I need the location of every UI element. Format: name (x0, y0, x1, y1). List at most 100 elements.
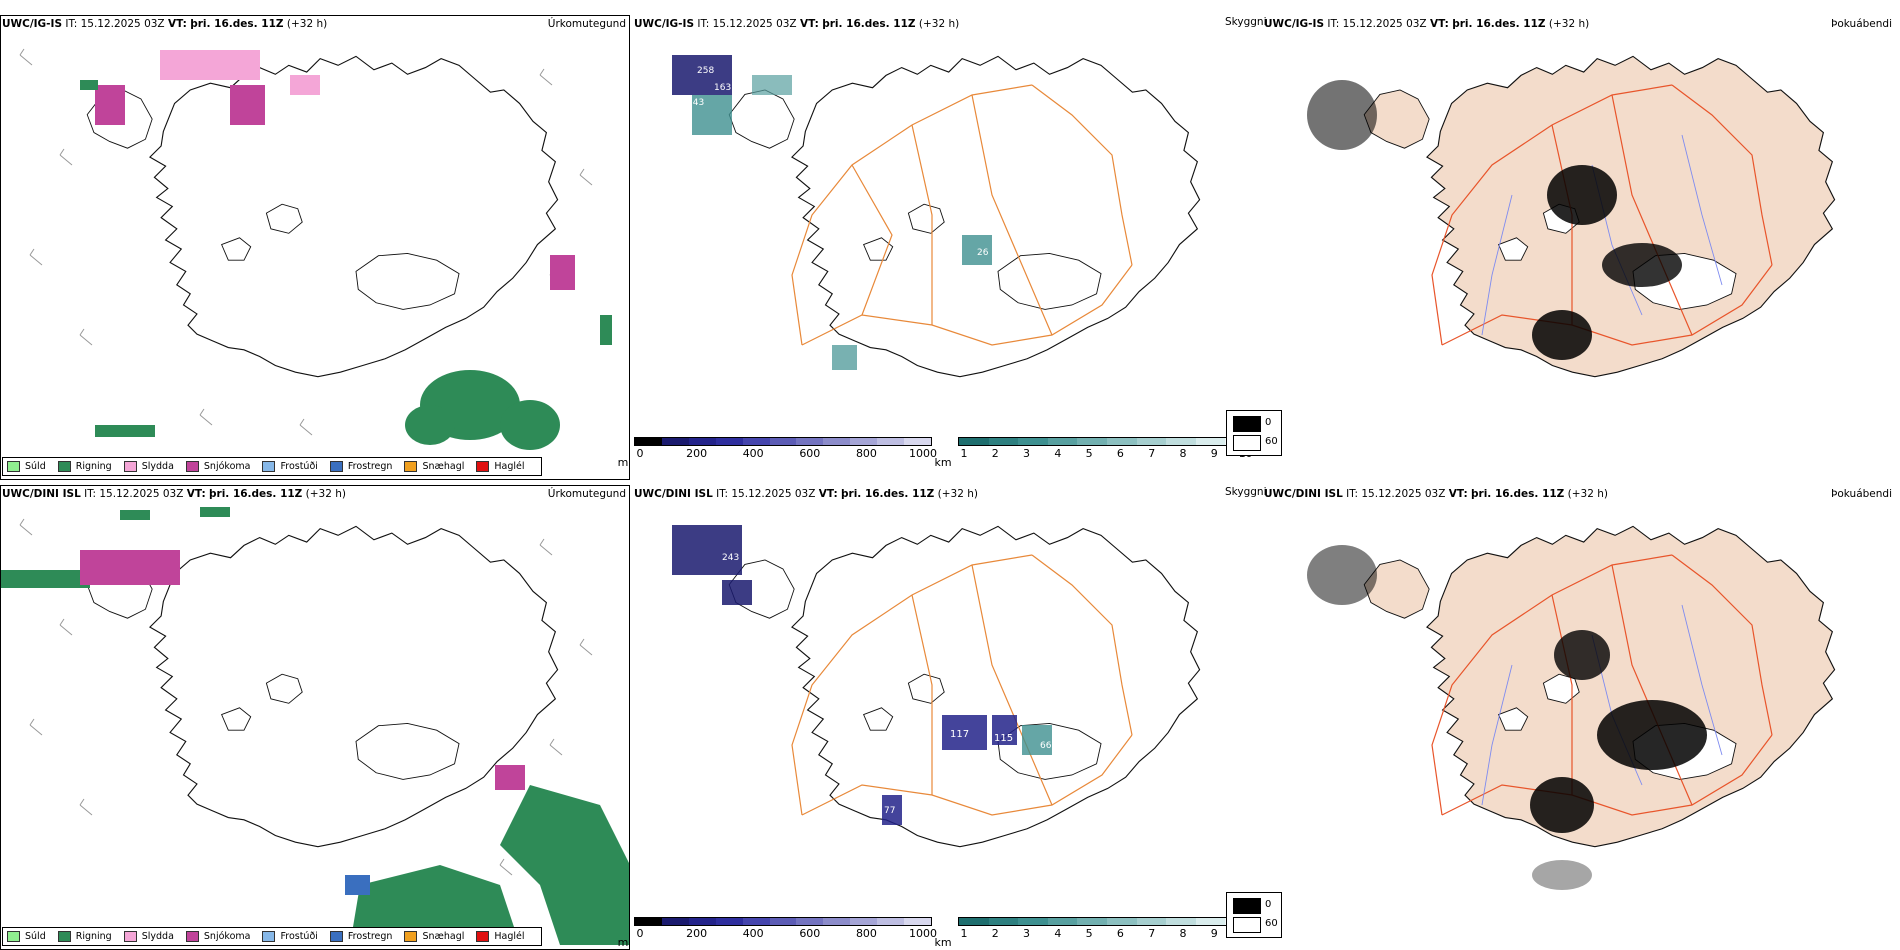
cloud-number: 258 (697, 66, 714, 76)
legend-item: Frostregn (329, 461, 392, 472)
cloud-number: 117 (950, 729, 969, 740)
colorbar-swatch (635, 918, 662, 925)
legend-swatch (476, 461, 490, 472)
panel-title: UWC/IG-IS IT: 15.12.2025 03Z VT: þri. 16… (1264, 18, 1590, 30)
legend-swatch (123, 461, 137, 472)
precip-type-panel-1: UWC/IG-IS IT: 15.12.2025 03Z VT: þri. 16… (0, 15, 630, 480)
colorbar-swatch (635, 438, 662, 445)
precip-type-panel-2: UWC/DINI ISL IT: 15.12.2025 03Z VT: þri.… (0, 485, 630, 950)
colorbar-swatch (1106, 438, 1137, 445)
cloud-number: 243 (687, 98, 704, 108)
colorbar-swatch (742, 918, 770, 925)
colorbar-swatch (1166, 438, 1196, 445)
legend-swatch (262, 461, 276, 472)
fog-panel-1: UWC/IG-IS IT: 15.12.2025 03Z VT: þri. 16… (1226, 15, 1892, 480)
legend-swatch (404, 931, 418, 942)
legend-item: Slydda (123, 931, 174, 942)
cloud-number: 243 (722, 553, 739, 563)
elevation-colorbar: m 0 200 400 600 800 1000 (618, 437, 937, 469)
colorbar-swatch (823, 438, 851, 445)
legend-item: Frostúði (262, 461, 318, 472)
colorbar-swatch (1166, 918, 1196, 925)
cloud-number: 75 (737, 63, 748, 73)
precip-map-2 (0, 507, 630, 945)
fog-legend: 0 60 (1226, 892, 1282, 938)
colorbar-swatch (823, 918, 851, 925)
colorbar-swatch (742, 438, 770, 445)
colorbar-swatch (850, 438, 878, 445)
fog-label: Þokuábendi (1831, 18, 1892, 30)
legend-swatch (185, 461, 199, 472)
colorbar-swatch (1195, 918, 1226, 925)
fog-map-2 (1307, 525, 1836, 890)
cloud-areas (672, 55, 992, 370)
colorbar-swatch (959, 438, 989, 445)
legend-item: Snjókoma (185, 931, 250, 942)
colorbar-swatch (688, 918, 716, 925)
legend-swatch (262, 931, 276, 942)
colorbar-swatch (769, 438, 797, 445)
road-network (791, 554, 1133, 816)
colorbar-swatch (1136, 918, 1167, 925)
colorbar-swatch (1077, 918, 1107, 925)
precip-areas (0, 507, 630, 945)
colorbar-swatch (1077, 438, 1107, 445)
panel-title: UWC/DINI ISL IT: 15.12.2025 03Z VT: þri.… (1264, 488, 1608, 500)
legend-item: Rigning (57, 461, 112, 472)
cloud-number: 163 (714, 83, 731, 93)
colorbar-swatch (688, 438, 716, 445)
colorbar-swatch (904, 918, 931, 925)
cloud-map-1: 258 243 163 75 26 (672, 55, 1201, 378)
legend-swatch (7, 931, 20, 942)
legend-item: Snæhagl (404, 461, 464, 472)
cloud-number: 66 (1040, 741, 1052, 751)
cloud-number: 26 (977, 248, 989, 258)
colorbar-swatch (1018, 918, 1048, 925)
cloud-label: Skyggni (1225, 486, 1267, 498)
colorbar-swatch (959, 918, 989, 925)
fog-map-1 (1307, 55, 1836, 378)
colorbar-swatch (877, 438, 905, 445)
fog-areas (1307, 80, 1682, 360)
legend-swatch (329, 931, 343, 942)
legend-swatch (57, 931, 71, 942)
legend-item: Súld (7, 931, 46, 942)
colorbar-swatch (850, 918, 878, 925)
colorbar-swatch (1195, 438, 1226, 445)
colorbar-swatch (796, 918, 824, 925)
precip-areas (80, 50, 612, 450)
panel-title: UWC/IG-IS IT: 15.12.2025 03Z VT: þri. 16… (2, 18, 328, 30)
panel-title: UWC/DINI ISL IT: 15.12.2025 03Z VT: þri.… (634, 488, 978, 500)
legend-item: Haglél (476, 461, 525, 472)
visibility-colorbar: km 1 2 3 4 5 6 7 8 9 10 (934, 437, 1256, 469)
fog-areas (1307, 545, 1707, 890)
colorbar-swatch (661, 438, 689, 445)
cloud-panel-2: UWC/DINI ISL IT: 15.12.2025 03Z VT: þri.… (618, 485, 1267, 950)
cloud-label: Skyggni (1225, 16, 1267, 28)
colorbar-swatch (661, 918, 689, 925)
colorbar-swatch (1106, 918, 1137, 925)
legend-item: Frostregn (329, 931, 392, 942)
precip-legend: Súld Rigning Slydda Snjókoma Frostúði Fr… (2, 457, 542, 476)
panel-title: UWC/DINI ISL IT: 15.12.2025 03Z VT: þri.… (2, 488, 346, 500)
cloud-number: 77 (884, 806, 895, 816)
wind-barbs (19, 518, 593, 876)
legend-swatch (7, 461, 20, 472)
cloud-areas (672, 525, 1052, 825)
colorbar-swatch (1047, 438, 1078, 445)
colorbar-swatch (715, 438, 743, 445)
legend-swatch (329, 461, 343, 472)
fog-legend: 0 60 (1226, 410, 1282, 456)
legend-swatch (57, 461, 71, 472)
precip-map-1 (19, 48, 612, 450)
colorbar-swatch (715, 918, 743, 925)
colorbar-swatch (1136, 438, 1167, 445)
precip-legend: Súld Rigning Slydda Snjókoma Frostúði Fr… (2, 927, 542, 946)
fog-panel-2: UWC/DINI ISL IT: 15.12.2025 03Z VT: þri.… (1226, 485, 1892, 950)
precip-label: Úrkomutegund (547, 488, 626, 500)
elevation-colorbar: m 0 200 400 600 800 1000 (618, 917, 937, 949)
panel-title: UWC/IG-IS IT: 15.12.2025 03Z VT: þri. 16… (634, 18, 960, 30)
legend-item: Snjókoma (185, 461, 250, 472)
road-network (1431, 84, 1773, 346)
colorbar-swatch (877, 918, 905, 925)
